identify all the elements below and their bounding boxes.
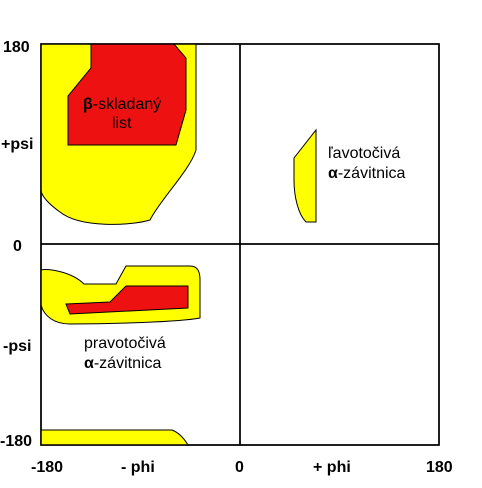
- beta-sheet-label-line1: -skladaný: [93, 96, 161, 113]
- psi-tick-180: 180: [3, 39, 30, 56]
- phi-tick-0: 0: [235, 459, 244, 476]
- right-helix-label-rest: -závitnica: [94, 355, 162, 372]
- left-helix-alpha-symbol: α: [328, 165, 338, 182]
- right-helix-label-line2: α-závitnica: [84, 355, 162, 372]
- beta-sheet-label: β-skladaný: [83, 96, 161, 113]
- phi-tick-minus-180: -180: [31, 459, 63, 476]
- psi-tick-minus-180: -180: [0, 433, 32, 450]
- right-helix-core-region: [65, 285, 189, 315]
- phi-minus-label: - phi: [121, 459, 155, 476]
- beta-sheet-label-line2: list: [112, 115, 132, 132]
- right-helix-label-line1: pravotočivá: [84, 335, 166, 352]
- beta-sheet-core-region: [67, 43, 187, 146]
- psi-tick-0: 0: [13, 238, 22, 255]
- left-helix-allowed-region: [293, 128, 317, 223]
- left-helix-label-line2: α-závitnica: [328, 165, 406, 182]
- left-helix-label-line1: ľavotočivá: [328, 145, 400, 162]
- psi-plus-label: +psi: [1, 136, 33, 153]
- bottom-allowed-region: [40, 429, 189, 446]
- phi-plus-label: + phi: [313, 459, 351, 476]
- plot-frame-overlay: [40, 43, 440, 446]
- right-helix-alpha-symbol: α: [84, 355, 94, 372]
- psi-minus-label: -psi: [3, 338, 31, 355]
- beta-symbol: β: [83, 96, 93, 113]
- left-helix-label-rest: -závitnica: [338, 165, 406, 182]
- phi-tick-180: 180: [426, 459, 453, 476]
